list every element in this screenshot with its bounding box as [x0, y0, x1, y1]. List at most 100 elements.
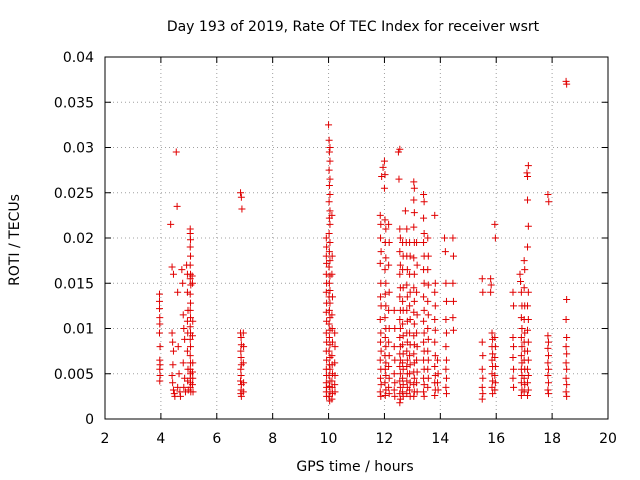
data-point [323, 243, 331, 251]
data-point [331, 359, 339, 367]
data-point [420, 392, 428, 400]
data-point [169, 361, 177, 369]
data-point [381, 216, 389, 224]
data-point [431, 288, 439, 296]
data-point [413, 356, 421, 364]
data-point [431, 302, 439, 310]
data-point [326, 157, 334, 165]
data-point [325, 182, 333, 190]
data-point [237, 365, 245, 373]
data-point [382, 225, 390, 233]
data-point [520, 374, 528, 382]
data-point [325, 320, 333, 328]
data-point [420, 338, 428, 346]
data-point [431, 338, 439, 346]
plot-frame [104, 56, 609, 420]
data-point [403, 306, 411, 314]
data-point [562, 388, 570, 396]
data-point [326, 239, 334, 247]
data-point [187, 252, 195, 260]
data-point [328, 270, 336, 278]
data-point [390, 370, 398, 378]
data-point [524, 196, 532, 204]
data-point [325, 347, 333, 355]
data-point [382, 359, 390, 367]
data-point [410, 178, 418, 186]
data-point [406, 386, 414, 394]
data-point [520, 257, 528, 265]
data-point [169, 347, 177, 355]
data-point [326, 175, 334, 183]
data-point [449, 297, 457, 305]
data-point [441, 234, 449, 242]
data-point [328, 325, 336, 332]
data-point [328, 311, 336, 319]
x-tick-label: 16 [487, 431, 505, 447]
x-tick-label: 14 [431, 431, 449, 447]
data-point [377, 248, 385, 256]
data-point [328, 293, 336, 301]
data-point [239, 359, 247, 367]
data-point [524, 243, 532, 251]
data-point [173, 202, 181, 210]
data-point [509, 374, 517, 382]
data-point [385, 261, 393, 269]
data-point [413, 261, 421, 269]
data-point [187, 281, 195, 289]
data-point [187, 299, 195, 307]
data-point [517, 288, 525, 296]
data-point [517, 334, 525, 342]
data-point [237, 347, 245, 355]
data-point [410, 184, 418, 192]
x-tick-label: 4 [156, 431, 165, 447]
data-point [331, 329, 339, 337]
data-point [168, 329, 176, 337]
data-point [424, 266, 432, 274]
data-point [239, 388, 247, 396]
data-point [381, 314, 389, 322]
data-point [524, 315, 532, 323]
data-point [524, 326, 532, 334]
data-point [524, 222, 532, 230]
data-point [442, 279, 450, 287]
data-point [413, 388, 421, 396]
data-point [491, 220, 499, 228]
data-point [325, 148, 333, 156]
data-point [328, 211, 336, 219]
data-point [523, 169, 531, 177]
data-point [176, 392, 184, 400]
data-point [544, 344, 552, 352]
data-point [563, 80, 571, 88]
data-point [420, 317, 428, 325]
data-point [420, 214, 428, 222]
data-point [517, 391, 525, 399]
data-point [517, 379, 525, 387]
data-point [175, 370, 183, 378]
data-point [562, 374, 570, 382]
data-point [379, 163, 387, 171]
data-point [382, 254, 390, 262]
data-point [186, 290, 194, 298]
data-point [382, 302, 390, 310]
y-tick-label: 0.02 [63, 231, 94, 247]
data-point [510, 302, 518, 310]
data-point [420, 388, 428, 396]
data-point [399, 297, 407, 305]
data-point [410, 350, 418, 358]
data-point [238, 205, 246, 213]
data-point [524, 365, 532, 373]
data-point [524, 372, 532, 380]
data-point [188, 368, 196, 376]
data-point [179, 279, 187, 287]
data-point [167, 220, 175, 228]
data-point [410, 223, 418, 231]
data-point [156, 377, 164, 385]
data-point [169, 338, 177, 346]
data-point [326, 220, 334, 228]
data-point [487, 288, 495, 296]
data-point [520, 388, 528, 396]
data-point [442, 365, 450, 373]
data-point [331, 343, 339, 351]
data-point [237, 377, 245, 385]
data-point [406, 361, 414, 369]
